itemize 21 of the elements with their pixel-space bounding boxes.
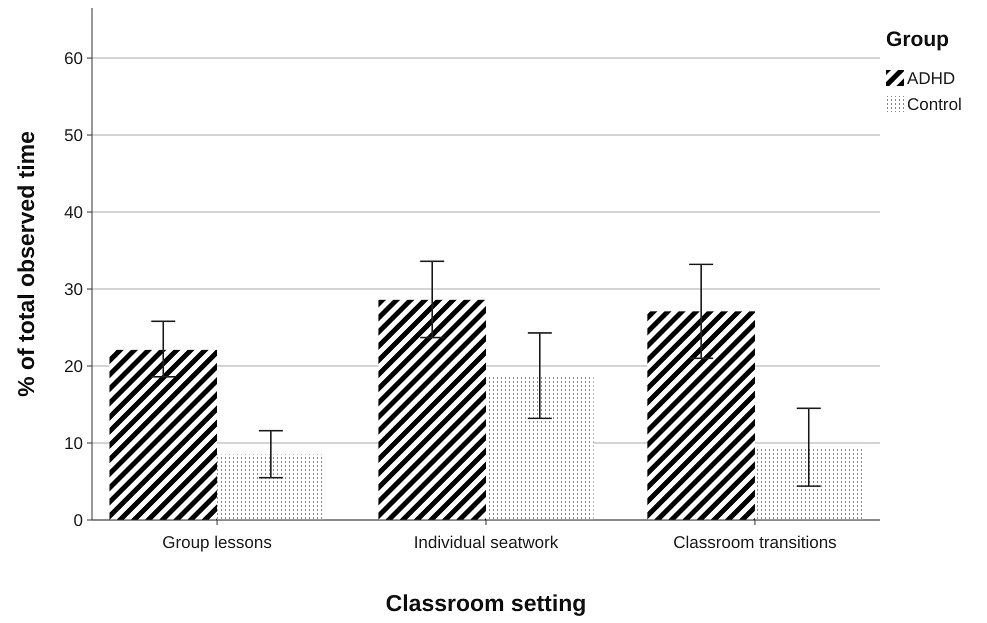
- x-tick-label: Group lessons: [162, 533, 272, 552]
- bar: [378, 300, 486, 520]
- y-tick-label: 50: [64, 126, 83, 145]
- x-tick-label: Classroom transitions: [673, 533, 837, 552]
- x-tick-label: Individual seatwork: [414, 533, 559, 552]
- y-axis-title: % of total observed time: [13, 131, 39, 397]
- bar: [647, 311, 755, 520]
- y-tick-label: 0: [74, 510, 83, 530]
- legend-label: ADHD: [907, 69, 956, 88]
- y-tick-label: 30: [64, 280, 83, 299]
- bar: [486, 376, 594, 520]
- y-tick-label: 10: [64, 434, 83, 453]
- legend-title: Group: [886, 28, 949, 51]
- bar: [217, 454, 325, 520]
- y-tick-label: 40: [64, 202, 83, 222]
- bar: [109, 350, 218, 520]
- bar: [754, 446, 863, 520]
- legend-label: Control: [907, 95, 962, 114]
- y-tick-label: 60: [64, 48, 83, 68]
- y-tick-label: 20: [64, 356, 83, 376]
- x-axis-title: Classroom setting: [386, 590, 586, 616]
